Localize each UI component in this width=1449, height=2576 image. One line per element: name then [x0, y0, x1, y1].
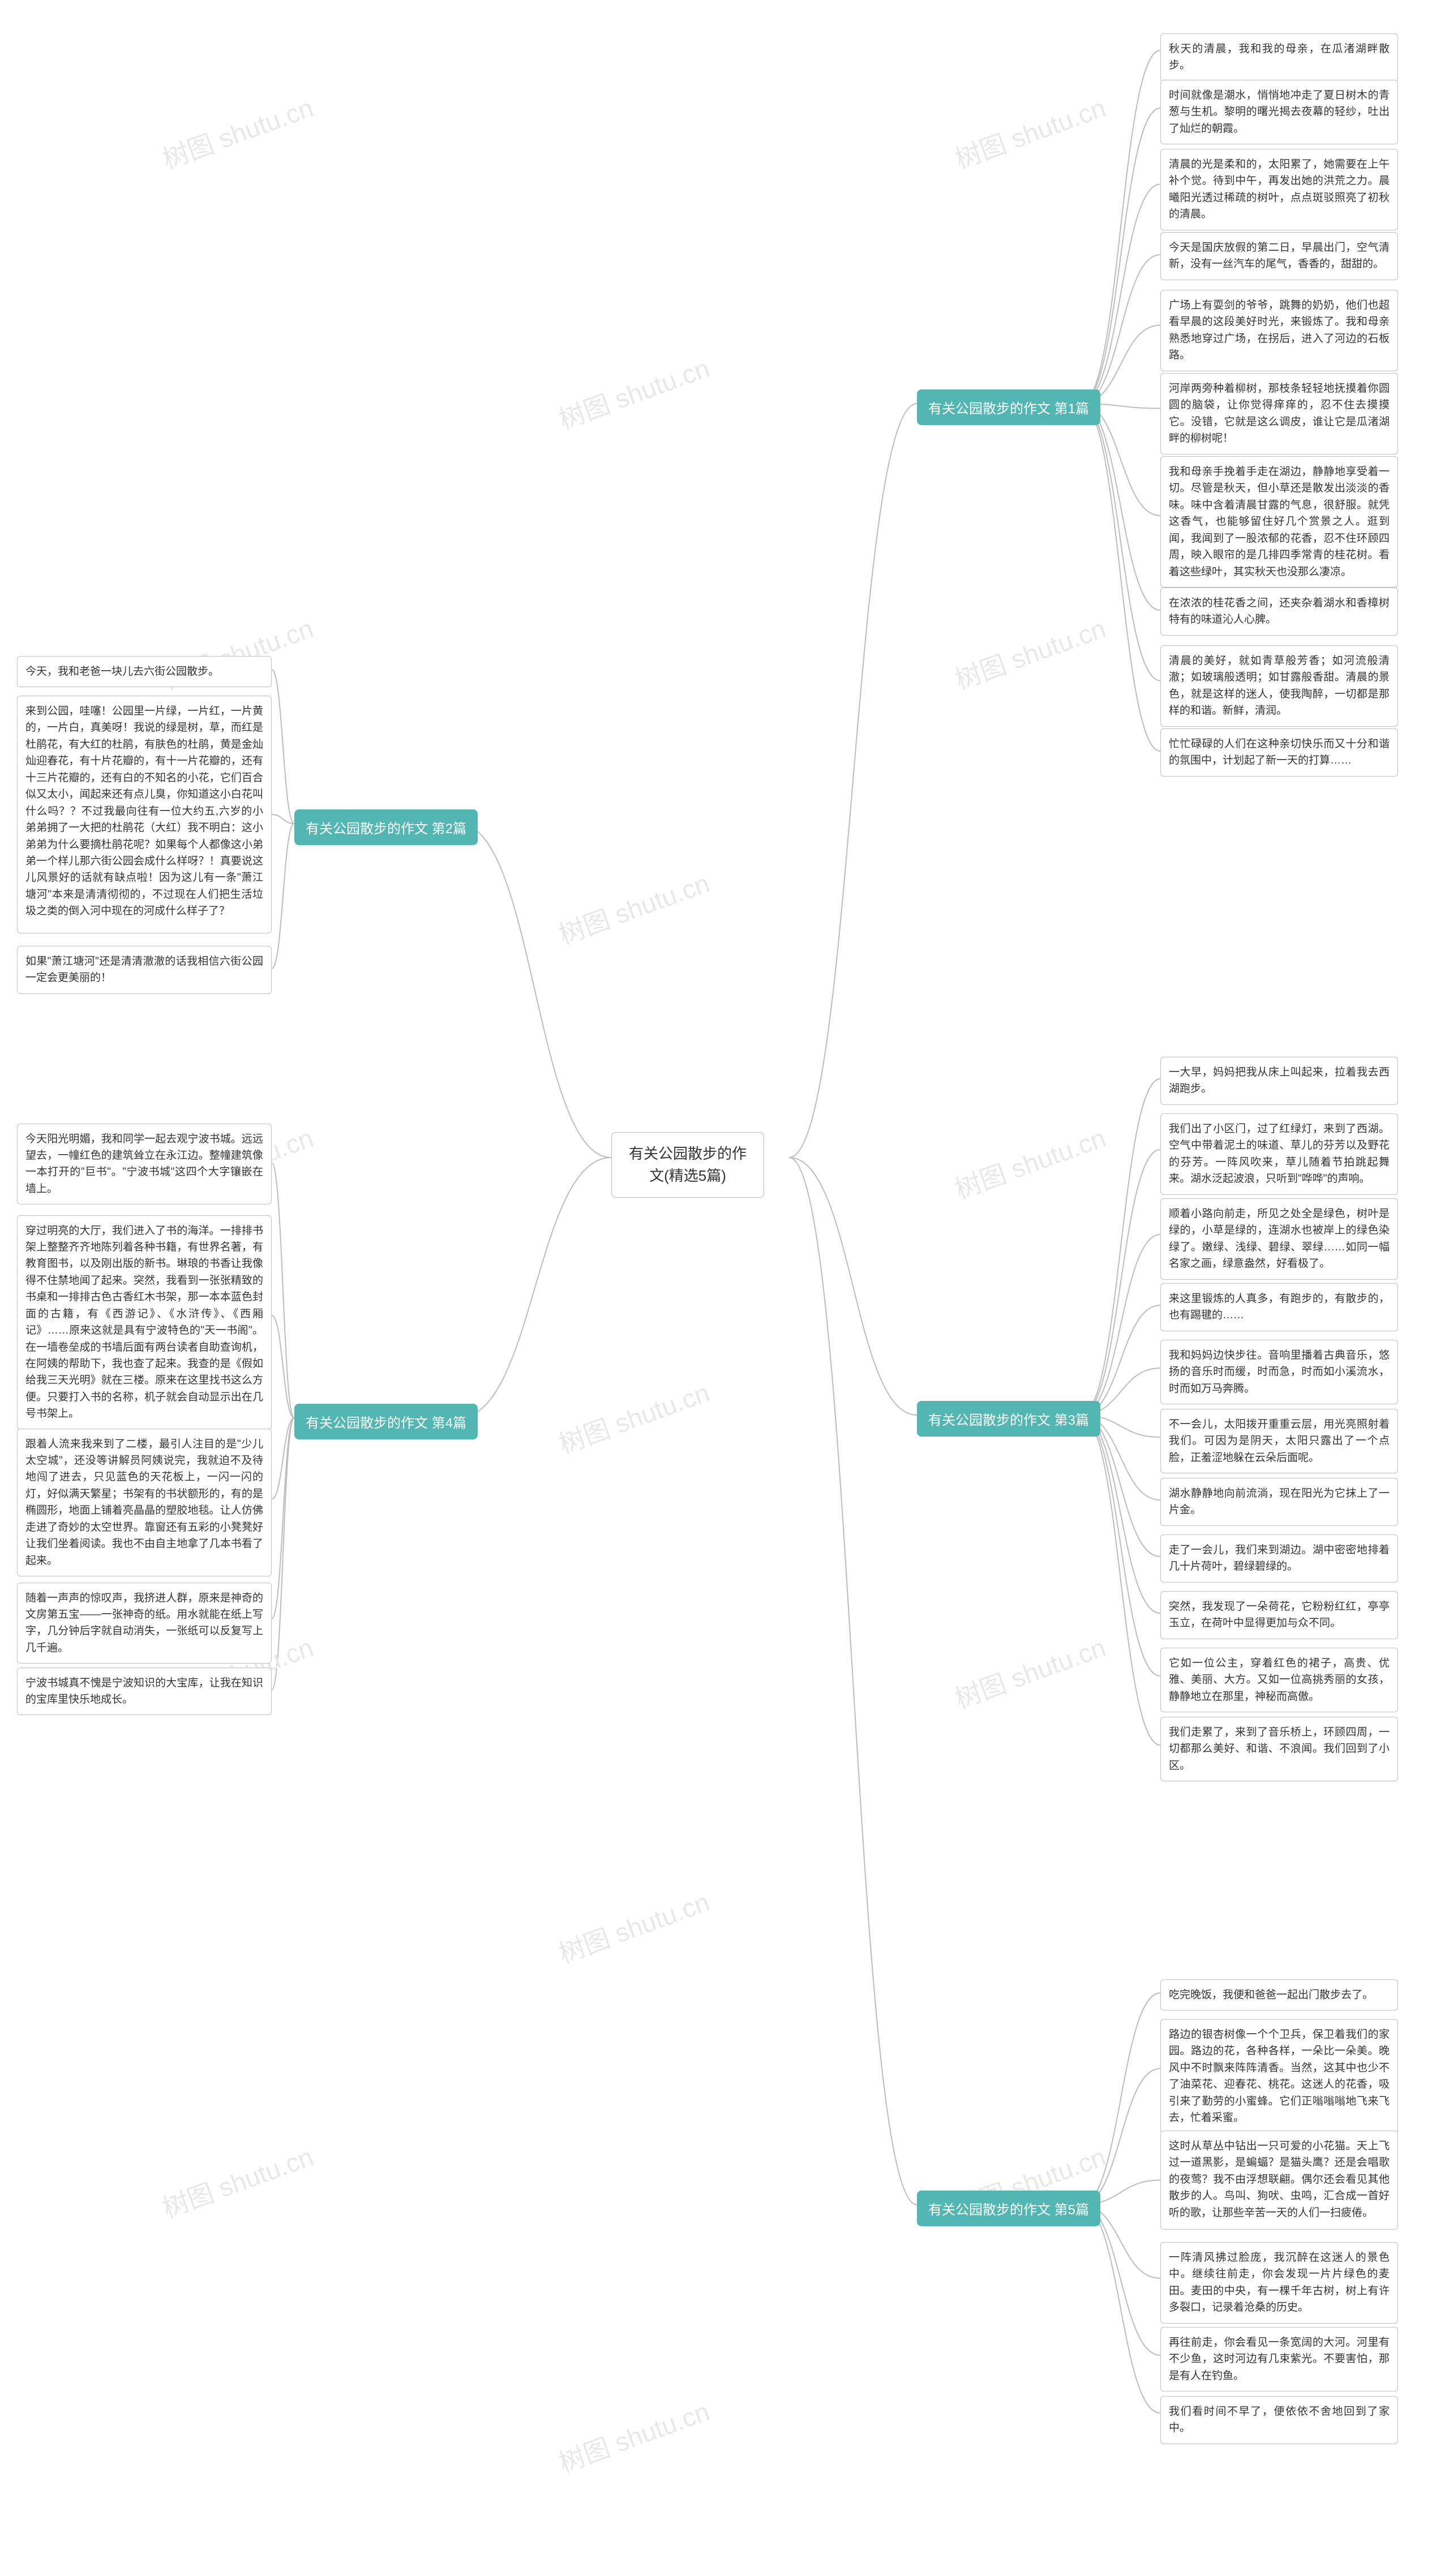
leaf-node: 走了一会儿，我们来到湖边。湖中密密地排着几十片荷叶，碧绿碧绿的。	[1160, 1535, 1398, 1583]
watermark: 树图 shutu.cn	[553, 863, 714, 951]
watermark: 树图 shutu.cn	[157, 2136, 318, 2225]
leaf-node: 忙忙碌碌的人们在这种亲切快乐而又十分和谐的氛围中，计划起了新一天的打算……	[1160, 728, 1398, 777]
watermark: 树图 shutu.cn	[949, 87, 1110, 176]
watermark: 树图 shutu.cn	[949, 1627, 1110, 1716]
leaf-node: 我们看时间不早了，便依依不舍地回到了家中。	[1160, 2396, 1398, 2444]
leaf-node: 清晨的美好，就如青草般芳香；如河流般清澈；如玻璃般透明；如甘露般香甜。清晨的景色…	[1160, 645, 1398, 727]
leaf-node: 来这里锻炼的人真多，有跑步的，有散步的，也有踢毽的……	[1160, 1283, 1398, 1331]
leaf-node: 我们出了小区门，过了红绿灯，来到了西湖。空气中带着泥土的味道、草儿的芬芳以及野花…	[1160, 1113, 1398, 1195]
branch-node: 有关公园散步的作文 第2篇	[294, 809, 478, 845]
leaf-node: 吃完晚饭，我便和爸爸一起出门散步去了。	[1160, 1979, 1398, 2011]
leaf-node: 我们走累了，来到了音乐桥上，环顾四周，一切都那么美好、和谐、不浪闻。我们回到了小…	[1160, 1717, 1398, 1781]
branch-node: 有关公园散步的作文 第3篇	[917, 1401, 1100, 1437]
branch-node: 有关公园散步的作文 第1篇	[917, 389, 1100, 425]
leaf-node: 顺着小路向前走，所见之处全是绿色，树叶是绿的，小草是绿的，连湖水也被岸上的绿色染…	[1160, 1198, 1398, 1280]
leaf-node: 湖水静静地向前流淌，现在阳光为它抹上了一片金。	[1160, 1478, 1398, 1526]
leaf-node: 随着一声声的惊叹声，我挤进人群，原来是神奇的文房第五宝——一张神奇的纸。用水就能…	[17, 1583, 272, 1664]
watermark: 树图 shutu.cn	[949, 608, 1110, 697]
leaf-node: 宁波书城真不愧是宁波知识的大宝库，让我在知识的宝库里快乐地成长。	[17, 1668, 272, 1716]
branch-node: 有关公园散步的作文 第5篇	[917, 2191, 1100, 2226]
leaf-node: 不一会儿，太阳拨开重重云层，用光亮照射着我们。可因为是阴天，太阳只露出了一个点脸…	[1160, 1409, 1398, 1473]
leaf-node: 突然，我发现了一朵荷花，它粉粉红红，亭亭玉立，在荷叶中显得更加与众不同。	[1160, 1591, 1398, 1639]
watermark: 树图 shutu.cn	[553, 1881, 714, 1970]
watermark: 树图 shutu.cn	[157, 87, 318, 176]
leaf-node: 这时从草丛中钻出一只可爱的小花猫。天上飞过一道黑影，是蝙蝠？是猫头鹰？还是会唱歌…	[1160, 2131, 1398, 2230]
leaf-node: 时间就像是潮水，悄悄地冲走了夏日树木的青葱与生机。黎明的曙光揭去夜幕的轻纱，吐出…	[1160, 80, 1398, 144]
leaf-node: 来到公园，哇噻！公园里一片绿，一片红，一片黄的，一片白，真美呀！我说的绿是树，草…	[17, 696, 272, 933]
leaf-node: 河岸两旁种着柳树，那枝条轻轻地抚摸着你圆圆的脑袋，让你觉得痒痒的，忍不住去摸摸它…	[1160, 373, 1398, 455]
watermark: 树图 shutu.cn	[949, 1117, 1110, 1206]
leaf-node: 广场上有耍剑的爷爷，跳舞的奶奶，他们也超看早晨的这段美好时光，来锻炼了。我和母亲…	[1160, 290, 1398, 371]
branch-node: 有关公园散步的作文 第4篇	[294, 1404, 478, 1439]
leaf-node: 在浓浓的桂花香之间，还夹杂着湖水和香樟树特有的味道沁人心脾。	[1160, 588, 1398, 636]
center-topic: 有关公园散步的作文(精选5篇)	[611, 1132, 764, 1198]
center-text: 有关公园散步的作文(精选5篇)	[629, 1145, 747, 1184]
leaf-node: 路边的银杏树像一个个卫兵，保卫着我们的家园。路边的花，各种各样，一朵比一朵美。晚…	[1160, 2019, 1398, 2134]
leaf-node: 今天阳光明媚，我和同学一起去观宁波书城。远远望去，一幢红色的建筑耸立在永江边。整…	[17, 1124, 272, 1205]
leaf-node: 秋天的清晨，我和我的母亲，在瓜渚湖畔散步。	[1160, 33, 1398, 82]
watermark: 树图 shutu.cn	[553, 1372, 714, 1461]
leaf-node: 穿过明亮的大厅，我们进入了书的海洋。一排排书架上整整齐齐地陈列着各种书籍，有世界…	[17, 1215, 272, 1430]
leaf-node: 清晨的光是柔和的，太阳累了，她需要在上午补个觉。待到中午，再发出她的洪荒之力。晨…	[1160, 149, 1398, 230]
leaf-node: 一大早，妈妈把我从床上叫起来，拉着我去西湖跑步。	[1160, 1057, 1398, 1105]
watermark: 树图 shutu.cn	[553, 2391, 714, 2480]
watermark: 树图 shutu.cn	[553, 348, 714, 436]
leaf-node: 今天，我和老爸一块儿去六街公园散步。	[17, 656, 272, 687]
leaf-node: 我和妈妈边快步往。音响里播着古典音乐，悠扬的音乐时而缓，时而急，时而如小溪流水，…	[1160, 1340, 1398, 1404]
leaf-node: 如果"萧江塘河"还是清清澈澈的话我相信六街公园一定会更美丽的！	[17, 946, 272, 994]
leaf-node: 它如一位公主，穿着红色的裙子，高贵、优雅、美丽、大方。又如一位高挑秀丽的女孩，静…	[1160, 1648, 1398, 1712]
leaf-node: 跟着人流来我来到了二楼，最引人注目的是"少儿太空城"，还没等讲解员阿姨说完，我就…	[17, 1429, 272, 1577]
leaf-node: 再往前走，你会看见一条宽阔的大河。河里有不少鱼，这时河边有几束紫光。不要害怕，那…	[1160, 2327, 1398, 2391]
leaf-node: 今天是国庆放假的第二日，早晨出门，空气清新，没有一丝汽车的尾气，香香的，甜甜的。	[1160, 232, 1398, 280]
leaf-node: 一阵清风拂过脸庞，我沉醉在这迷人的景色中。继续往前走，你会发现一片片绿色的麦田。…	[1160, 2242, 1398, 2324]
leaf-node: 我和母亲手挽着手走在湖边，静静地享受着一切。尽管是秋天，但小草还是散发出淡淡的香…	[1160, 456, 1398, 588]
